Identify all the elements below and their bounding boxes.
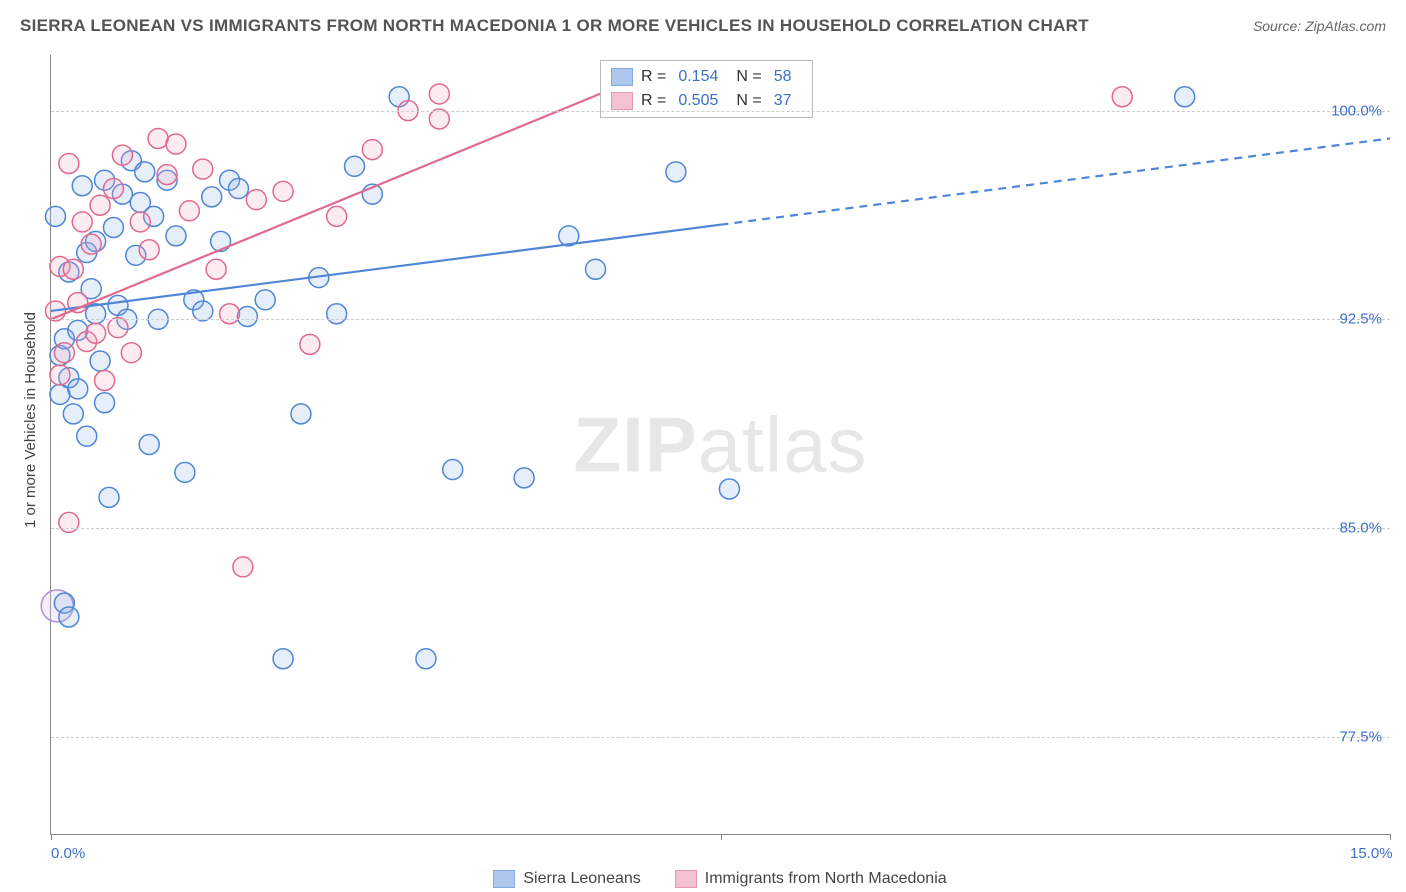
gridline-h: [51, 737, 1390, 738]
legend-bottom-swatch-1: [675, 870, 697, 888]
y-tick-label: 92.5%: [1339, 311, 1382, 328]
legend-bottom-label-0: Sierra Leoneans: [523, 870, 640, 888]
plot-area: ZIPatlas R = 0.154 N = 58 R = 0.505 N = …: [50, 55, 1390, 835]
x-tick-mark: [721, 834, 722, 840]
legend-swatch-1: [611, 92, 633, 110]
legend-swatch-0: [611, 68, 633, 86]
y-axis-label: 1 or more Vehicles in Household: [22, 312, 39, 528]
legend-r-1: 0.505: [678, 92, 718, 110]
legend-bottom-item-1: Immigrants from North Macedonia: [675, 870, 947, 888]
x-tick-label: 0.0%: [51, 845, 85, 862]
legend-bottom-item-0: Sierra Leoneans: [493, 870, 640, 888]
legend-row-0: R = 0.154 N = 58: [611, 65, 802, 89]
gridline-h: [51, 528, 1390, 529]
plot-svg: [51, 55, 1390, 834]
y-tick-label: 85.0%: [1339, 519, 1382, 536]
gridline-h: [51, 319, 1390, 320]
legend-row-1: R = 0.505 N = 37: [611, 89, 802, 113]
legend-r-0: 0.154: [678, 68, 718, 86]
y-tick-label: 77.5%: [1339, 728, 1382, 745]
legend-bottom: Sierra Leoneans Immigrants from North Ma…: [50, 870, 1390, 888]
x-tick-mark: [1390, 834, 1391, 840]
legend-n-0: 58: [774, 68, 792, 86]
legend-bottom-swatch-0: [493, 870, 515, 888]
source-label: Source: ZipAtlas.com: [1253, 18, 1386, 34]
legend-correlation: R = 0.154 N = 58 R = 0.505 N = 37: [600, 60, 813, 118]
chart-title: SIERRA LEONEAN VS IMMIGRANTS FROM NORTH …: [20, 16, 1089, 36]
gridline-h: [51, 111, 1390, 112]
x-tick-label: 15.0%: [1350, 845, 1393, 862]
legend-bottom-label-1: Immigrants from North Macedonia: [705, 870, 947, 888]
x-tick-mark: [51, 834, 52, 840]
y-tick-label: 100.0%: [1331, 102, 1382, 119]
legend-n-1: 37: [774, 92, 792, 110]
chart-container: SIERRA LEONEAN VS IMMIGRANTS FROM NORTH …: [0, 0, 1406, 892]
